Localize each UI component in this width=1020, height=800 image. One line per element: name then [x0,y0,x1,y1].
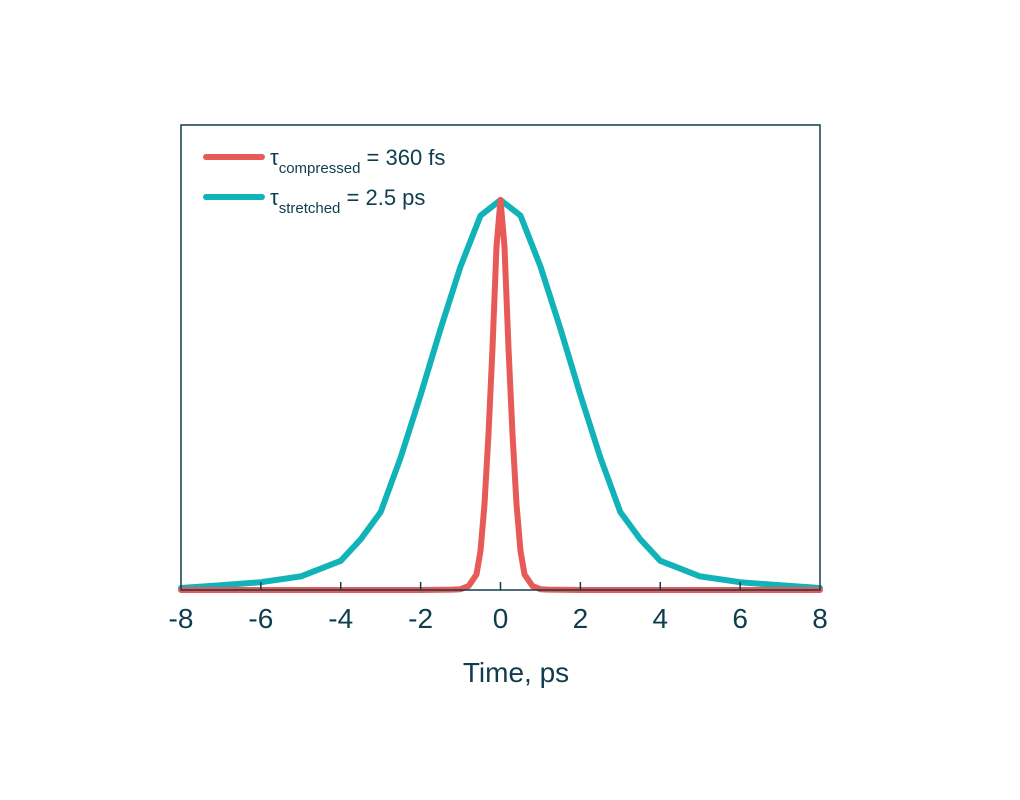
x-tick-label: -2 [408,603,433,634]
x-tick-label: -4 [328,603,353,634]
legend-label: τcompressed = 360 fs [270,145,445,177]
x-tick-label: 4 [652,603,668,634]
series-line-stretched [178,197,823,591]
x-tick-label: 8 [812,603,828,634]
legend: τcompressed = 360 fs τstretched = 2.5 ps [203,145,445,217]
legend-label: τstretched = 2.5 ps [270,185,425,217]
x-tick-label: -6 [248,603,273,634]
x-tick-label: 6 [732,603,748,634]
series-line-compressed [178,197,823,593]
x-tick-label: 2 [573,603,589,634]
x-axis-title: Time, ps [463,657,569,688]
x-tick-label: 0 [493,603,509,634]
x-axis-ticks: -8 -6 -4 -2 0 2 4 6 8 [169,582,828,634]
series-layer [178,197,823,593]
x-tick-label: -8 [169,603,194,634]
